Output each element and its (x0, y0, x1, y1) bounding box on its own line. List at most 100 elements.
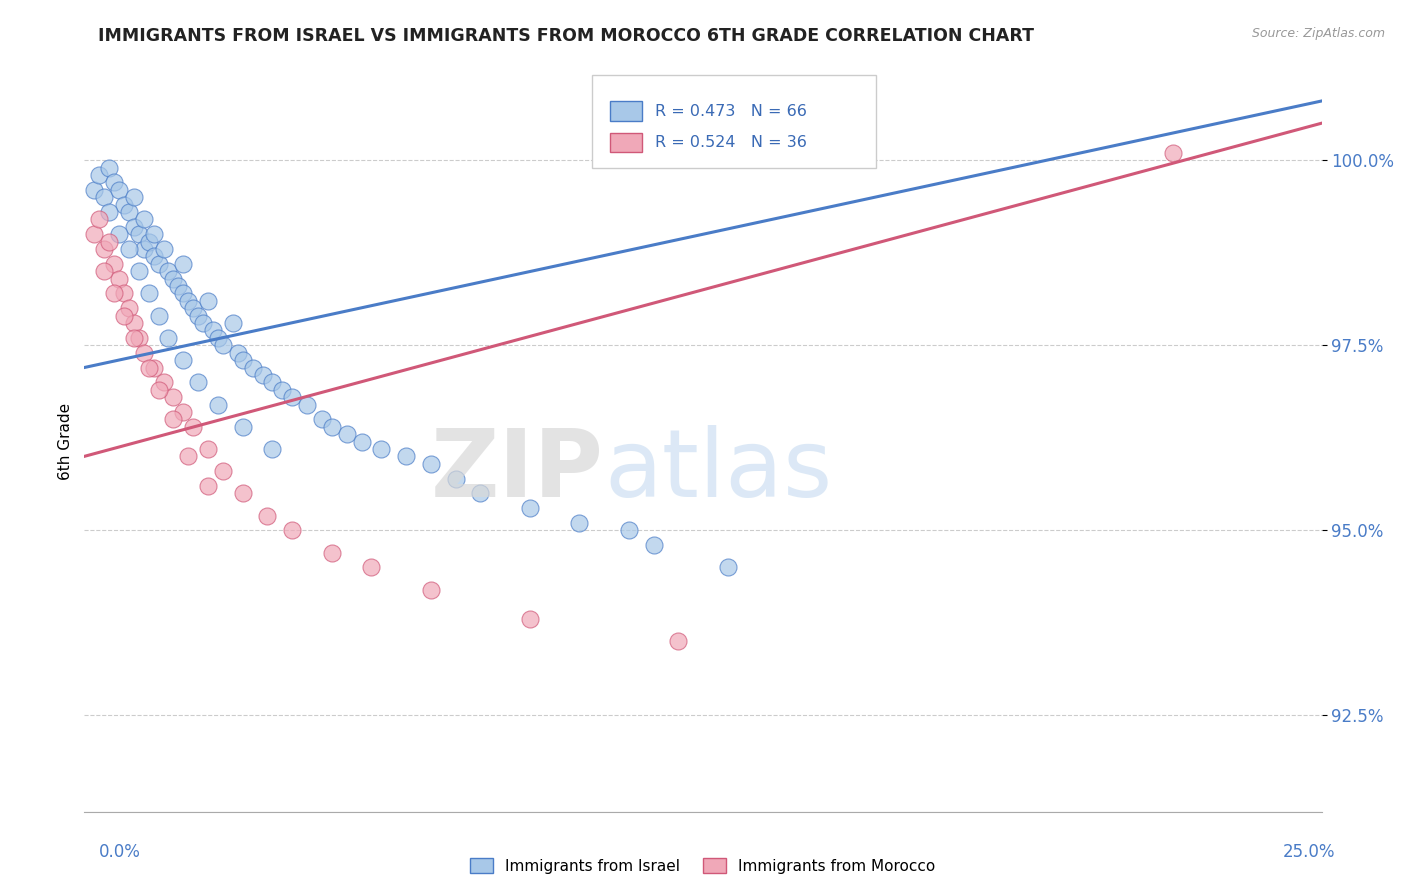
Point (187, 376, 209, 390)
Point (350, 434, 373, 449)
Point (132, 212, 155, 227)
Point (187, 309, 209, 323)
Point (177, 450, 200, 464)
Point (336, 427, 359, 442)
Point (172, 353, 194, 368)
FancyBboxPatch shape (610, 102, 643, 120)
Point (321, 419, 343, 434)
Point (122, 219, 145, 234)
Text: atlas: atlas (605, 425, 832, 517)
Point (226, 345, 249, 359)
Point (181, 419, 204, 434)
Point (519, 612, 541, 626)
Point (212, 338, 235, 352)
Point (191, 316, 214, 330)
Point (172, 405, 194, 419)
Point (232, 353, 254, 368)
Point (617, 524, 640, 538)
Point (138, 235, 160, 249)
Text: ZIP: ZIP (432, 425, 605, 517)
Point (118, 301, 141, 316)
Point (242, 360, 264, 375)
Point (93, 190, 115, 204)
Point (321, 546, 343, 560)
Point (132, 345, 155, 359)
Point (157, 264, 180, 278)
Point (108, 183, 131, 197)
Point (252, 368, 274, 382)
Point (128, 264, 150, 278)
Point (207, 331, 229, 345)
Point (98, 205, 121, 219)
Point (157, 331, 180, 345)
Text: 0.0%: 0.0% (98, 843, 141, 861)
Point (122, 331, 145, 345)
Point (262, 442, 284, 456)
Point (128, 227, 150, 242)
Point (142, 360, 165, 375)
Point (118, 205, 141, 219)
Point (177, 293, 200, 308)
Point (98, 235, 121, 249)
Text: IMMIGRANTS FROM ISRAEL VS IMMIGRANTS FROM MOROCCO 6TH GRADE CORRELATION CHART: IMMIGRANTS FROM ISRAEL VS IMMIGRANTS FRO… (98, 27, 1035, 45)
Point (519, 501, 541, 516)
Point (122, 190, 145, 204)
Point (370, 442, 392, 456)
Point (470, 486, 492, 500)
Point (395, 450, 418, 464)
Point (89, 212, 111, 227)
Text: Source: ZipAtlas.com: Source: ZipAtlas.com (1251, 27, 1385, 40)
Point (207, 398, 229, 412)
Point (197, 442, 219, 456)
Point (132, 242, 155, 256)
Point (295, 398, 318, 412)
Point (172, 286, 194, 301)
Point (103, 286, 125, 301)
Point (83, 227, 105, 242)
Point (103, 257, 125, 271)
Point (108, 271, 131, 285)
Point (419, 457, 441, 471)
Point (197, 293, 219, 308)
Point (108, 227, 131, 242)
Text: 25.0%: 25.0% (1284, 843, 1336, 861)
Point (1161, 145, 1184, 160)
Point (103, 176, 125, 190)
Point (152, 376, 174, 390)
Point (232, 486, 254, 500)
Text: R = 0.524   N = 36: R = 0.524 N = 36 (655, 135, 807, 150)
Point (181, 301, 204, 316)
Point (128, 331, 150, 345)
Point (202, 324, 225, 338)
Point (232, 419, 254, 434)
FancyBboxPatch shape (610, 133, 643, 153)
Point (360, 560, 382, 574)
Point (138, 360, 160, 375)
Point (112, 286, 135, 301)
Point (142, 250, 165, 264)
Point (167, 279, 190, 293)
Point (93, 264, 115, 278)
Point (112, 309, 135, 323)
Point (444, 472, 467, 486)
Point (643, 538, 665, 552)
Point (162, 412, 184, 426)
Point (89, 168, 111, 182)
Point (212, 464, 235, 478)
Point (122, 316, 145, 330)
Point (162, 390, 184, 404)
Point (222, 316, 245, 330)
Point (281, 390, 304, 404)
Point (83, 183, 105, 197)
Point (666, 634, 689, 648)
Point (98, 161, 121, 175)
Point (162, 271, 184, 285)
FancyBboxPatch shape (592, 75, 876, 168)
Point (262, 376, 284, 390)
Point (118, 242, 141, 256)
Point (271, 383, 294, 397)
Point (281, 524, 304, 538)
Point (256, 508, 278, 523)
Point (419, 582, 441, 597)
Point (142, 227, 165, 242)
